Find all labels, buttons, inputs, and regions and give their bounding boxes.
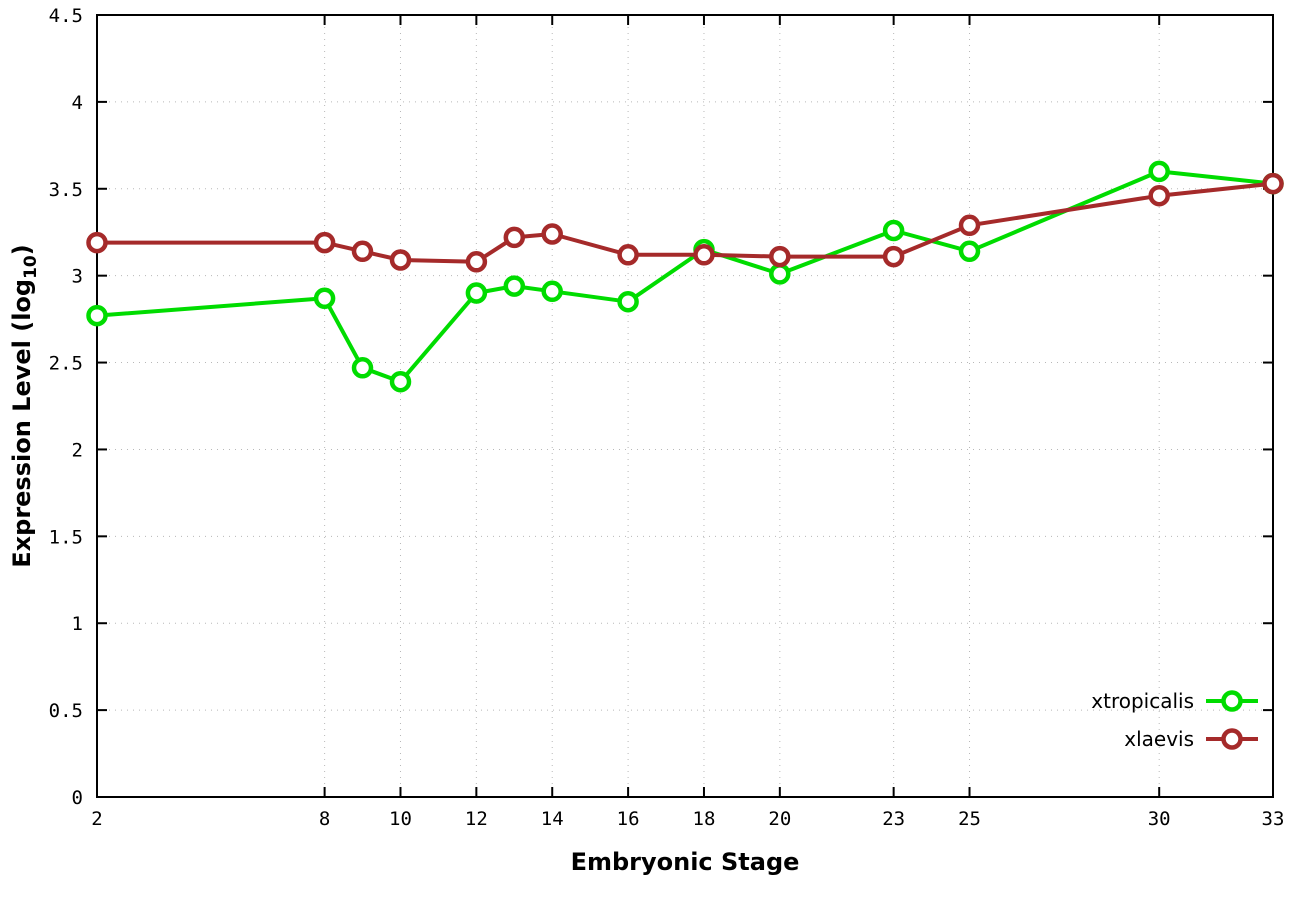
y-tick-label: 1.5 (49, 526, 83, 548)
y-tick-label: 1 (72, 613, 83, 635)
x-tick-label: 2 (91, 808, 102, 830)
data-point-xlaevis (86, 231, 108, 254)
y-tick-label: 3.5 (49, 179, 83, 201)
data-point-xlaevis (1262, 172, 1284, 195)
x-tick-label: 33 (1262, 808, 1285, 830)
x-tick-label: 16 (617, 808, 640, 830)
legend-marker-xlaevis (1221, 728, 1243, 750)
x-tick-label: 14 (541, 808, 564, 830)
data-point-xlaevis (351, 240, 374, 263)
x-tick-label: 8 (319, 808, 330, 830)
data-point-xlaevis (617, 244, 639, 266)
data-point-xlaevis (1148, 184, 1170, 207)
y-tick-label: 2 (72, 439, 83, 461)
data-point-xlaevis (958, 214, 981, 237)
data-point-xlaevis (465, 251, 488, 273)
data-point-xtropicalis (958, 240, 981, 263)
x-tick-label: 18 (693, 808, 716, 830)
data-point-xtropicalis (465, 282, 488, 304)
x-tick-label: 10 (389, 808, 412, 830)
data-point-xtropicalis (313, 287, 336, 310)
legend-label-xtropicalis: xtropicalis (1091, 689, 1194, 713)
plot-border (96, 14, 1274, 798)
data-point-xtropicalis (351, 357, 374, 379)
x-axis-title: Embryonic Stage (571, 848, 800, 876)
data-point-xtropicalis (86, 304, 108, 327)
data-point-xtropicalis (541, 280, 563, 303)
data-point-xtropicalis (1148, 160, 1170, 183)
legend-label-xlaevis: xlaevis (1124, 727, 1194, 751)
y-tick-label: 4 (72, 92, 83, 114)
data-point-xlaevis (769, 245, 791, 268)
data-point-xtropicalis (389, 370, 412, 393)
x-tick-label: 30 (1148, 808, 1171, 830)
data-point-xlaevis (882, 245, 905, 268)
data-point-xtropicalis (503, 275, 526, 297)
data-point-xtropicalis (617, 290, 639, 313)
legend-marker-xtropicalis (1221, 690, 1243, 712)
data-point-xlaevis (389, 249, 412, 271)
x-tick-label: 23 (882, 808, 905, 830)
x-tick-label: 12 (465, 808, 488, 830)
y-tick-label: 2.5 (49, 353, 83, 375)
data-point-xlaevis (693, 244, 715, 266)
x-tick-label: 25 (958, 808, 981, 830)
x-tick-label: 20 (768, 808, 791, 830)
series-line-xlaevis (97, 181, 1274, 264)
data-point-xlaevis (503, 226, 526, 249)
data-point-xlaevis (541, 223, 563, 245)
series-line-xtropicalis (96, 169, 1274, 384)
y-tick-label: 4.5 (49, 5, 83, 27)
y-axis-title: Expression Level (log10) (8, 244, 41, 567)
data-point-xtropicalis (882, 219, 905, 242)
y-tick-label: 0.5 (49, 700, 83, 722)
data-point-xlaevis (313, 231, 336, 254)
y-tick-label: 0 (72, 787, 83, 809)
data-point-xtropicalis (769, 263, 791, 285)
y-tick-label: 3 (72, 266, 83, 288)
